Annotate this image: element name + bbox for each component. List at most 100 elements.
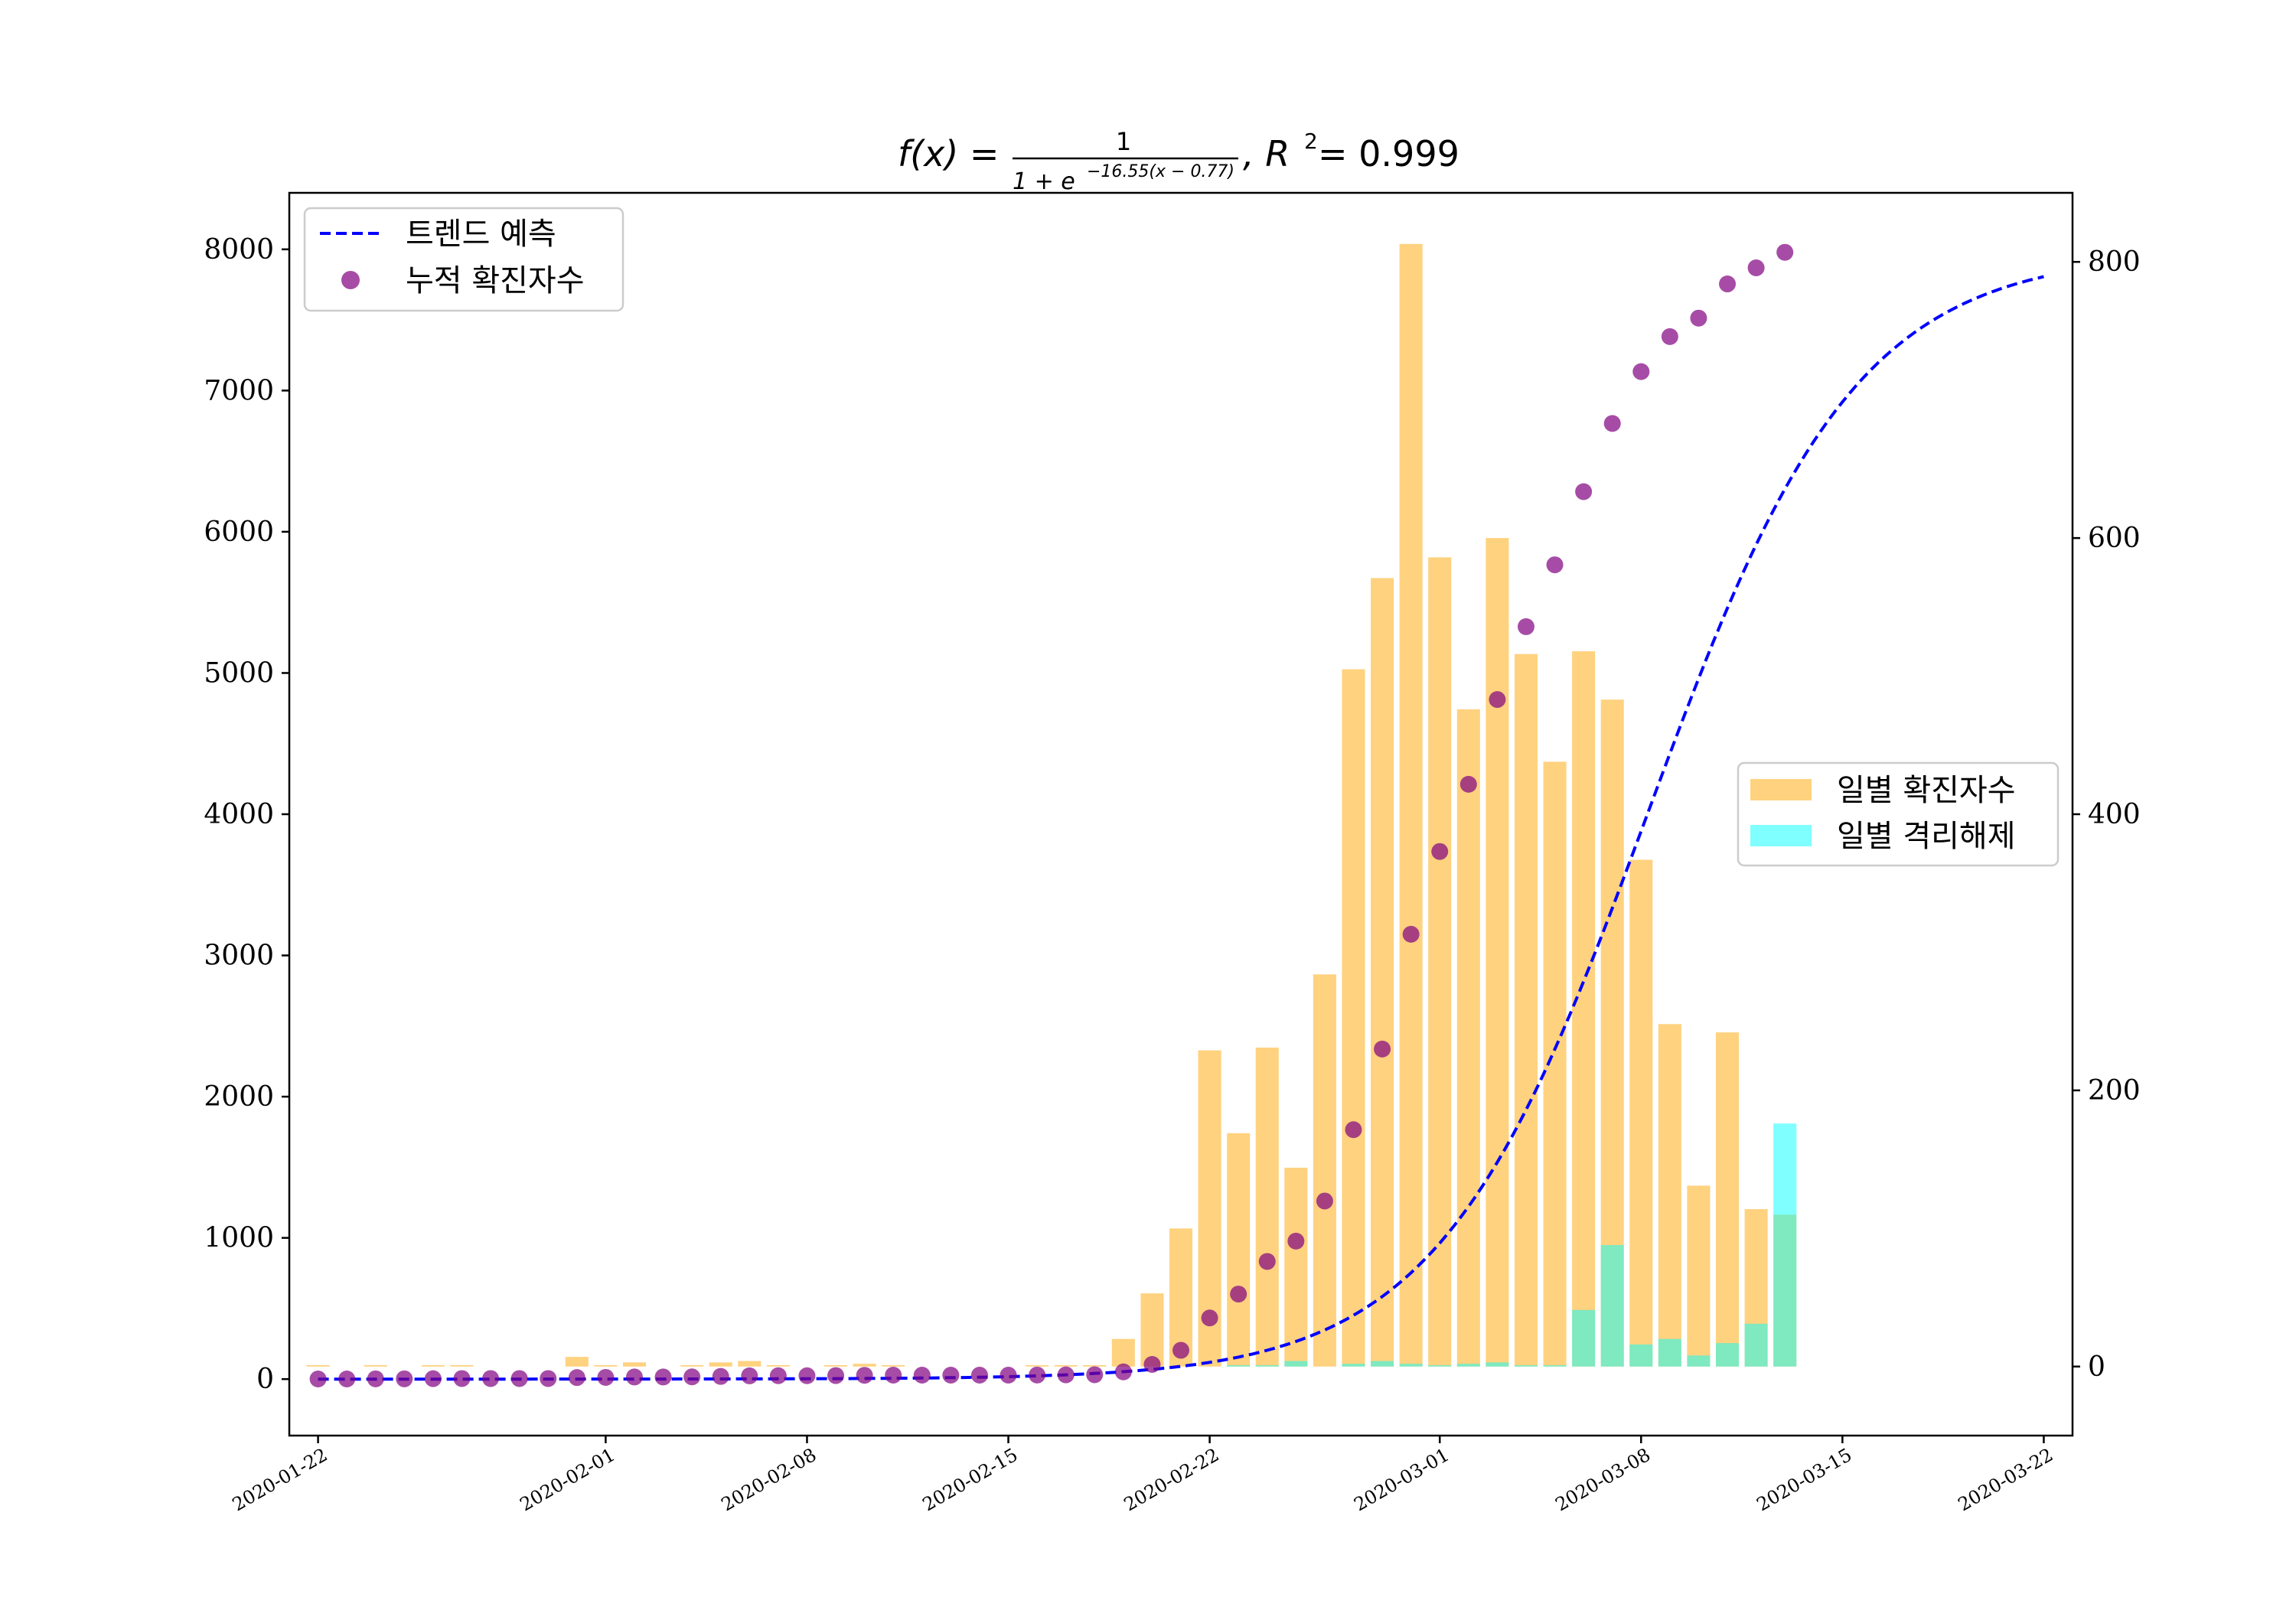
title-denominator: 1 + e (1013, 168, 1075, 195)
bar-daily-confirmed (766, 1364, 790, 1367)
cumulative-point (1287, 1232, 1305, 1250)
bar-daily-released (1456, 1364, 1480, 1367)
right-tick-label: 600 (2088, 523, 2141, 554)
bars-layer (306, 243, 1797, 1367)
cumulative-point (741, 1367, 758, 1384)
bar-daily-confirmed (1111, 1338, 1135, 1367)
cumulative-point (913, 1367, 931, 1384)
cumulative-point (1172, 1341, 1189, 1359)
x-tick-label: 2020-03-15 (1753, 1444, 1856, 1515)
left-tick-label: 7000 (204, 375, 274, 406)
cumulative-point (1143, 1355, 1161, 1373)
bar-daily-confirmed (1629, 859, 1653, 1367)
cumulative-point (885, 1367, 902, 1384)
bar-daily-released (1572, 1309, 1596, 1367)
cumulative-point (367, 1370, 384, 1387)
title-lhs: f(x) = (898, 133, 999, 174)
cumulative-point (769, 1367, 787, 1384)
bar-daily-released (1428, 1364, 1452, 1367)
bar-daily-confirmed (1399, 243, 1423, 1367)
bar-daily-confirmed (594, 1364, 618, 1367)
bar-daily-confirmed (1428, 557, 1452, 1367)
x-tick-label: 2020-01-22 (229, 1444, 331, 1515)
legend-cumulative-swatch (341, 271, 360, 289)
cumulative-point (712, 1367, 729, 1385)
left-tick-label: 2000 (204, 1081, 274, 1113)
bar-daily-confirmed (1313, 974, 1336, 1367)
bar-daily-released (1486, 1362, 1509, 1367)
bar-daily-confirmed (853, 1364, 876, 1367)
legend-cumulative-label: 누적 확진자수 (406, 263, 585, 298)
bar-daily-released (1629, 1344, 1653, 1367)
cumulative-point (396, 1370, 413, 1387)
cumulative-point (1603, 415, 1621, 432)
legend-daily-released-swatch (1750, 825, 1812, 846)
cumulative-point (1316, 1192, 1333, 1210)
left-tick-label: 4000 (204, 799, 274, 830)
bar-daily-released (1543, 1364, 1567, 1367)
x-tick-label: 2020-03-08 (1551, 1444, 1654, 1515)
bar-daily-confirmed (1514, 654, 1538, 1367)
cumulative-point (683, 1368, 701, 1386)
bar-daily-confirmed (709, 1362, 732, 1367)
bar-daily-released (1284, 1361, 1308, 1367)
bar-daily-confirmed (1083, 1364, 1107, 1367)
cumulative-point (970, 1367, 988, 1384)
legend-daily-confirmed-swatch (1750, 779, 1812, 800)
left-tick-label: 3000 (204, 940, 274, 972)
cumulative-point (1201, 1309, 1218, 1327)
cumulative-point (1690, 309, 1707, 327)
cumulative-point (482, 1370, 500, 1387)
bar-daily-released (1716, 1343, 1740, 1367)
cumulative-point (798, 1367, 816, 1384)
bar-daily-released (1255, 1364, 1279, 1367)
cumulative-point (942, 1367, 960, 1384)
bar-daily-released (1687, 1355, 1711, 1367)
bar-daily-released (1773, 1123, 1797, 1367)
cumulative-point (1459, 775, 1477, 793)
cumulative-point (1489, 691, 1506, 709)
cumulative-point (1719, 275, 1737, 293)
cumulative-point (1345, 1121, 1362, 1139)
right-tick-label: 400 (2088, 799, 2141, 830)
cumulative-point (1402, 925, 1420, 943)
right-tick-label: 800 (2088, 246, 2141, 278)
bar-daily-confirmed (1456, 709, 1480, 1367)
bar-daily-released (1658, 1338, 1681, 1367)
legend-trend-label: 트렌드 예측 (406, 217, 556, 252)
left-tick-label: 0 (256, 1364, 274, 1395)
cumulative-point (1086, 1366, 1104, 1384)
cumulative-point (856, 1367, 873, 1384)
x-tick-label: 2020-03-01 (1350, 1444, 1453, 1515)
bar-daily-released (1744, 1323, 1768, 1367)
cumulative-point (827, 1367, 845, 1384)
title-exponent: −16.55(x − 0.77) (1087, 162, 1234, 181)
legend-left-box (303, 207, 625, 312)
cumulative-point (1632, 363, 1650, 380)
bar-daily-confirmed (450, 1364, 474, 1367)
bar-daily-confirmed (1687, 1185, 1711, 1367)
cumulative-point (1747, 259, 1765, 276)
cumulative-point (338, 1370, 356, 1387)
bar-daily-confirmed (1371, 578, 1394, 1367)
cumulative-point (1230, 1286, 1247, 1303)
bar-daily-released (1600, 1244, 1624, 1367)
bar-daily-released (1371, 1361, 1394, 1367)
bar-daily-confirmed (565, 1357, 589, 1367)
cumulative-point (424, 1370, 442, 1387)
points-layer (309, 243, 1794, 1387)
x-axis: 2020-01-22 2020-02-01 2020-02-08 2020-02-15… (229, 1436, 2056, 1515)
cumulative-point (1776, 243, 1794, 261)
cumulative-point (1575, 483, 1593, 500)
cumulative-point (1374, 1040, 1391, 1058)
bar-daily-confirmed (882, 1364, 905, 1367)
bar-daily-released (1399, 1364, 1423, 1367)
cumulative-point (1029, 1366, 1046, 1384)
title-r2-label: , R (1243, 133, 1290, 174)
bar-daily-confirmed (824, 1364, 848, 1367)
cumulative-point (1000, 1367, 1017, 1384)
bar-daily-confirmed (1284, 1167, 1308, 1367)
bar-daily-confirmed (680, 1364, 704, 1367)
right-tick-label: 0 (2088, 1351, 2105, 1383)
